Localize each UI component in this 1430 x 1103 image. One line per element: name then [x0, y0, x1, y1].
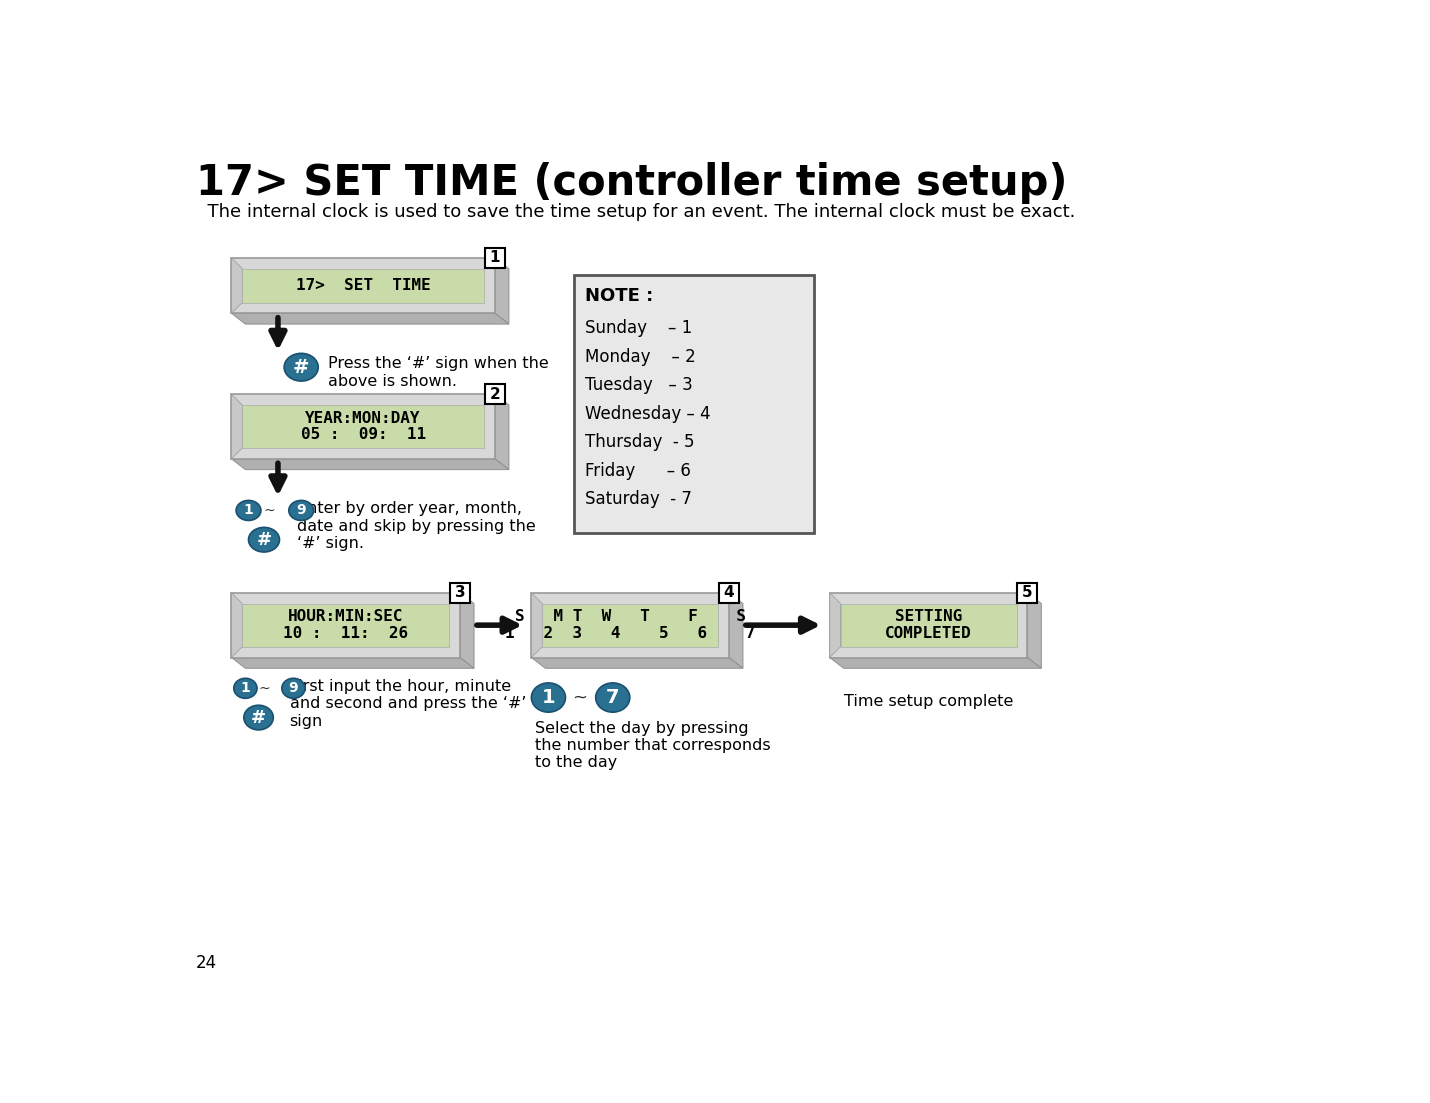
FancyBboxPatch shape: [1017, 582, 1037, 603]
Ellipse shape: [236, 501, 260, 521]
Text: ~: ~: [259, 682, 270, 695]
Text: Enter by order year, month,
date and skip by pressing the
‘#’ sign.: Enter by order year, month, date and ski…: [296, 501, 535, 552]
Text: ~: ~: [263, 503, 275, 517]
Ellipse shape: [282, 678, 305, 698]
Polygon shape: [829, 592, 841, 657]
Text: 24: 24: [196, 954, 217, 972]
Ellipse shape: [285, 353, 319, 381]
Text: Thursday  - 5: Thursday - 5: [585, 433, 695, 451]
Text: 10 :  11:  26: 10 : 11: 26: [283, 627, 409, 641]
FancyBboxPatch shape: [232, 394, 495, 459]
Ellipse shape: [532, 683, 565, 713]
FancyBboxPatch shape: [573, 275, 814, 533]
FancyBboxPatch shape: [242, 603, 449, 646]
Polygon shape: [460, 592, 473, 668]
Text: 5: 5: [1022, 586, 1032, 600]
Text: S   M T  W   T    F    S: S M T W T F S: [515, 609, 745, 624]
FancyBboxPatch shape: [542, 603, 718, 646]
Ellipse shape: [249, 527, 279, 552]
Text: SETTING: SETTING: [895, 609, 962, 624]
Polygon shape: [232, 459, 509, 470]
Polygon shape: [1027, 592, 1041, 668]
FancyBboxPatch shape: [485, 384, 505, 404]
Ellipse shape: [596, 683, 629, 713]
Polygon shape: [232, 394, 242, 459]
Text: The internal clock is used to save the time setup for an event. The internal clo: The internal clock is used to save the t…: [196, 203, 1075, 222]
Text: 17>  SET  TIME: 17> SET TIME: [296, 278, 430, 293]
Polygon shape: [532, 592, 542, 657]
Text: Press the ‘#’ sign when the
above is shown.: Press the ‘#’ sign when the above is sho…: [329, 356, 549, 389]
Text: NOTE :: NOTE :: [585, 287, 654, 306]
Polygon shape: [495, 394, 509, 470]
Text: Tuesday   – 3: Tuesday – 3: [585, 376, 692, 395]
Text: 1: 1: [542, 688, 555, 707]
Polygon shape: [495, 258, 509, 324]
Text: HOUR:MIN:SEC: HOUR:MIN:SEC: [287, 609, 403, 624]
Text: 1   2  3   4    5   6    7: 1 2 3 4 5 6 7: [505, 627, 755, 641]
Text: 17> SET TIME (controller time setup): 17> SET TIME (controller time setup): [196, 162, 1067, 204]
Text: Time setup complete: Time setup complete: [844, 695, 1014, 709]
Text: Monday    – 2: Monday – 2: [585, 347, 695, 366]
Text: ~: ~: [572, 688, 586, 707]
Text: Select the day by pressing
the number that corresponds
to the day: Select the day by pressing the number th…: [535, 720, 771, 770]
Text: #: #: [252, 708, 266, 727]
FancyBboxPatch shape: [532, 592, 729, 657]
Polygon shape: [232, 592, 242, 657]
Ellipse shape: [289, 501, 313, 521]
Text: 9: 9: [289, 682, 299, 695]
Polygon shape: [829, 657, 1041, 668]
Text: #: #: [256, 531, 272, 548]
Text: Wednesday – 4: Wednesday – 4: [585, 405, 711, 422]
Ellipse shape: [233, 678, 257, 698]
Text: 9: 9: [296, 503, 306, 517]
Polygon shape: [532, 657, 744, 668]
Text: 1: 1: [240, 682, 250, 695]
FancyBboxPatch shape: [242, 269, 485, 302]
Polygon shape: [232, 258, 242, 313]
Text: COMPLETED: COMPLETED: [885, 627, 972, 641]
FancyBboxPatch shape: [719, 582, 739, 603]
Text: YEAR:MON:DAY: YEAR:MON:DAY: [306, 410, 420, 426]
Text: 1: 1: [243, 503, 253, 517]
Text: Saturday  - 7: Saturday - 7: [585, 491, 692, 508]
Text: 3: 3: [455, 586, 465, 600]
Ellipse shape: [245, 705, 273, 730]
Text: 7: 7: [606, 688, 619, 707]
FancyBboxPatch shape: [450, 582, 470, 603]
FancyBboxPatch shape: [232, 592, 460, 657]
Text: 1: 1: [489, 250, 500, 266]
Text: #: #: [293, 357, 309, 377]
FancyBboxPatch shape: [485, 248, 505, 268]
Polygon shape: [232, 313, 509, 324]
Text: Friday      – 6: Friday – 6: [585, 462, 691, 480]
Text: 4: 4: [724, 586, 735, 600]
FancyBboxPatch shape: [829, 592, 1027, 657]
FancyBboxPatch shape: [242, 405, 485, 448]
Text: 2: 2: [489, 387, 500, 401]
FancyBboxPatch shape: [841, 603, 1017, 646]
Text: First input the hour, minute
and second and press the ‘#’
sign: First input the hour, minute and second …: [289, 679, 526, 729]
Text: Sunday    – 1: Sunday – 1: [585, 320, 692, 338]
Polygon shape: [729, 592, 744, 668]
FancyBboxPatch shape: [232, 258, 495, 313]
Text: 05 :  09:  11: 05 : 09: 11: [300, 428, 426, 442]
Polygon shape: [232, 657, 473, 668]
